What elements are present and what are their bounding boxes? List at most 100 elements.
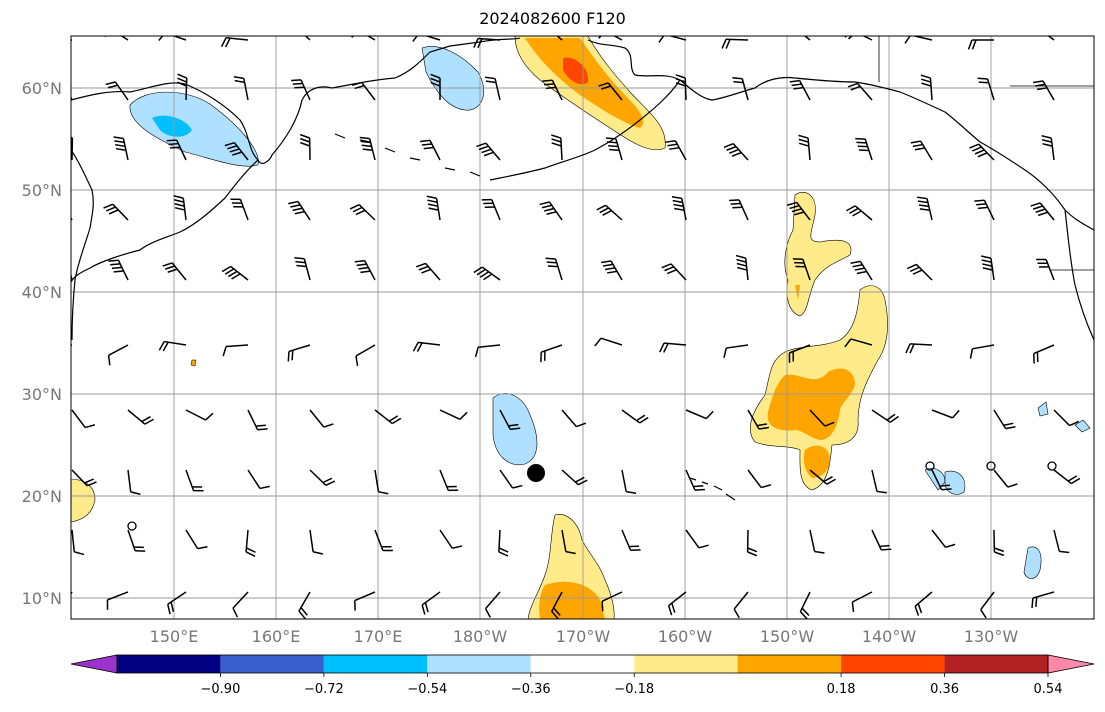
wind-barb [981, 255, 995, 281]
wind-barb [309, 529, 323, 555]
wind-barb [499, 409, 521, 431]
wind-barb [539, 201, 563, 221]
kamchatka-coast [71, 159, 259, 283]
wind-barb [847, 82, 873, 101]
wind-barb [798, 134, 811, 161]
wind-barb [561, 409, 587, 428]
wind-barb [173, 195, 187, 221]
wind-barb [931, 469, 952, 491]
wind-barb [359, 136, 376, 161]
wind-barb [473, 266, 501, 281]
wind-barb [786, 201, 811, 221]
negative-anomaly-region [1074, 419, 1091, 433]
lon-tick-label: 160°W [658, 627, 713, 646]
colorbar-extend-max [1047, 654, 1095, 674]
wind-barb [974, 199, 995, 221]
wind-barb [980, 591, 995, 619]
wind-barb [596, 204, 623, 221]
colorbar-segment [427, 655, 531, 673]
colorbar-segment [323, 655, 428, 673]
wind-barb [809, 469, 836, 485]
markers [127, 461, 1057, 531]
wind-barb [71, 216, 73, 221]
wind-barb [917, 196, 933, 221]
wind-barb [103, 203, 129, 221]
colorbar-outline [116, 654, 1049, 674]
wind-barb [871, 529, 892, 551]
wind-barb [920, 74, 933, 101]
station-circle [1047, 461, 1057, 471]
positive-anomaly-region [190, 359, 197, 367]
station-circle [925, 461, 935, 471]
wind-barb [721, 38, 749, 49]
lon-tick-label: 160°E [252, 627, 301, 646]
positive-anomaly-region [784, 192, 852, 317]
wind-barb [351, 36, 376, 41]
wind-barb [288, 200, 311, 221]
wind-barb [474, 344, 501, 358]
negative-anomaly-region [1037, 401, 1049, 417]
wind-barb [176, 73, 188, 101]
colorbar-segment [737, 655, 842, 673]
wind-barb [723, 344, 749, 358]
colorbar-tick-label: 0.18 [827, 682, 856, 697]
wind-barb [439, 409, 468, 420]
wind-barb [594, 337, 623, 347]
wind-barb [1053, 409, 1079, 427]
wind-barb [351, 81, 376, 101]
wind-barb [299, 133, 311, 161]
wind-barb [127, 469, 141, 495]
wind-barb [484, 591, 501, 618]
wind-barb [931, 409, 960, 419]
lon-tick-label: 140°W [862, 627, 917, 646]
wind-barb [230, 198, 249, 221]
alaska-peninsula [499, 79, 681, 179]
lat-tick-label: 20°N [22, 487, 62, 506]
coastlines [71, 37, 1094, 501]
lat-tick-label: 10°N [22, 589, 62, 608]
wind-barb [846, 205, 873, 221]
wind-barb [1047, 36, 1055, 41]
lon-tick-label: 170°W [556, 627, 611, 646]
wind-barb [245, 529, 256, 557]
negative-anomaly-region [1023, 546, 1042, 579]
wind-barb [71, 136, 74, 161]
wind-barb [232, 591, 249, 618]
wind-barb [374, 529, 393, 552]
wind-barb [809, 529, 825, 554]
wind-barb [789, 79, 811, 101]
wind-barb [931, 529, 956, 549]
wind-barb [158, 340, 187, 352]
wind-barb [661, 263, 687, 281]
wind-barb [221, 265, 249, 281]
wind-barb [355, 344, 376, 366]
wind-barb [621, 529, 641, 552]
wind-barb [1053, 529, 1070, 554]
wind-barb [185, 529, 208, 550]
wind-barb [419, 139, 441, 161]
wind-barb [412, 36, 441, 42]
wind-barb [851, 591, 873, 613]
wind-barb [871, 409, 899, 423]
wind-barb [354, 259, 376, 281]
wind-barb [476, 142, 501, 161]
lon-tick-label: 180°W [453, 627, 508, 646]
wind-barb [220, 36, 249, 48]
asia-coastline [71, 41, 481, 164]
wind-barb [993, 529, 1005, 557]
wind-barb [542, 79, 563, 101]
wind-barb [747, 409, 769, 430]
wind-barb [485, 76, 501, 101]
wind-barb [71, 409, 96, 429]
wind-barb [803, 36, 811, 41]
wind-barb [291, 79, 311, 101]
lon-tick-label: 150°W [760, 627, 815, 646]
negative-anomaly-core [152, 115, 192, 137]
wind-barb [621, 469, 637, 495]
wind-barb [426, 195, 441, 221]
plot-frame [70, 35, 1095, 620]
north-america-west-coast [1064, 209, 1094, 341]
wind-barb [1036, 258, 1055, 281]
wind-barb [473, 37, 501, 49]
lon-tick-label: 170°E [354, 627, 403, 646]
